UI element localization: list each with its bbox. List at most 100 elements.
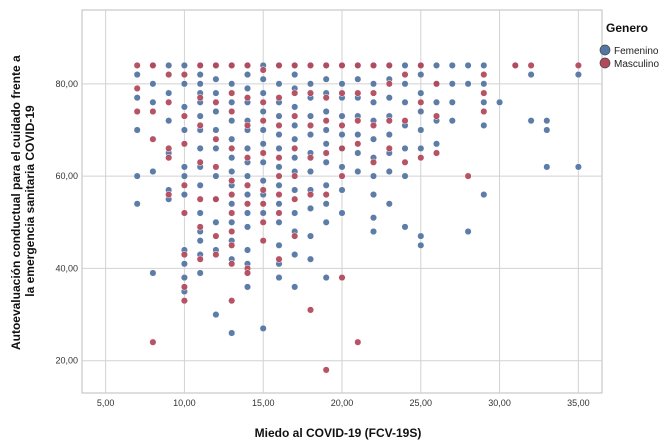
data-point-femenino [417, 144, 425, 152]
data-point-femenino [480, 80, 488, 88]
data-point-femenino [432, 140, 441, 148]
data-point-femenino [259, 126, 267, 134]
data-point-masculino [306, 191, 315, 199]
data-point-femenino [322, 218, 330, 226]
data-point-masculino [432, 112, 441, 120]
data-point-femenino [259, 140, 267, 148]
data-point-femenino [480, 191, 488, 199]
data-point-femenino [322, 140, 330, 148]
data-point-masculino [527, 61, 535, 69]
legend-label-masculino: Masculino [614, 59, 659, 70]
data-point-femenino [275, 112, 283, 120]
data-point-femenino [291, 154, 299, 162]
data-point-femenino [212, 218, 220, 226]
data-point-femenino [322, 274, 330, 282]
data-point-femenino [196, 237, 204, 245]
data-point-femenino [448, 98, 456, 106]
data-point-femenino [338, 131, 346, 139]
data-point-masculino [212, 251, 220, 259]
data-point-femenino [196, 80, 204, 88]
data-point-masculino [291, 61, 299, 69]
data-point-femenino [196, 181, 204, 189]
data-point-masculino [243, 181, 252, 189]
data-point-femenino [149, 167, 157, 176]
data-point-masculino [149, 107, 157, 116]
data-point-femenino [543, 163, 551, 171]
data-point-masculino [196, 121, 204, 129]
legend: Genero Femenino Masculino [599, 21, 659, 70]
data-point-femenino [243, 144, 252, 152]
data-point-femenino [212, 172, 220, 180]
data-point-femenino [180, 260, 188, 268]
data-point-masculino [275, 61, 283, 69]
x-tick-label: 35,00 [567, 398, 590, 408]
data-point-masculino [228, 89, 236, 97]
data-point-masculino [165, 191, 173, 199]
data-point-masculino [165, 154, 173, 162]
data-point-masculino [322, 149, 330, 157]
data-point-femenino [401, 80, 409, 88]
data-point-masculino [228, 260, 236, 268]
legend-title: Genero [606, 21, 648, 35]
data-point-femenino [243, 84, 252, 92]
data-point-masculino [354, 117, 362, 125]
data-point-femenino [180, 274, 188, 282]
data-point-femenino [196, 112, 204, 120]
x-tick-label: 5,00 [97, 398, 115, 408]
data-point-femenino [574, 71, 582, 79]
legend-marker-femenino [599, 44, 611, 56]
data-point-masculino [180, 251, 188, 259]
data-point-femenino [306, 255, 315, 263]
data-point-masculino [133, 61, 141, 69]
data-point-masculino [338, 89, 346, 97]
data-point-masculino [228, 107, 236, 116]
data-point-femenino [543, 126, 551, 134]
data-point-femenino [228, 218, 236, 226]
data-point-masculino [259, 149, 267, 157]
data-point-femenino [527, 71, 535, 79]
data-point-masculino [212, 135, 220, 143]
data-point-masculino [180, 112, 188, 120]
data-point-femenino [354, 75, 362, 83]
data-point-masculino [338, 144, 346, 152]
data-point-masculino [338, 121, 346, 129]
data-point-femenino [543, 117, 551, 125]
data-point-masculino [291, 195, 299, 203]
y-tick-label: 20,00 [55, 356, 78, 366]
data-point-femenino [322, 158, 330, 166]
data-point-masculino [212, 163, 220, 171]
data-point-femenino [496, 98, 504, 106]
data-point-femenino [527, 117, 535, 125]
data-point-femenino [291, 251, 299, 259]
data-point-masculino [432, 149, 441, 157]
x-tick-label: 10,00 [173, 398, 196, 408]
data-point-femenino [228, 117, 236, 125]
data-point-femenino [180, 126, 188, 134]
data-point-femenino [338, 112, 346, 120]
data-point-femenino [385, 94, 393, 102]
data-point-masculino [180, 209, 188, 217]
data-point-femenino [165, 89, 173, 97]
x-tick-label: 30,00 [488, 398, 511, 408]
data-point-femenino [322, 181, 330, 189]
data-point-femenino [306, 167, 315, 176]
data-point-masculino [417, 98, 425, 106]
y-tick-label: 40,00 [55, 263, 78, 273]
data-point-masculino [259, 117, 267, 125]
data-point-masculino [354, 89, 362, 97]
data-point-masculino [243, 200, 252, 208]
data-point-femenino [228, 200, 236, 208]
data-point-femenino [354, 131, 362, 139]
data-point-masculino [322, 61, 330, 69]
data-point-masculino [385, 80, 393, 88]
data-point-masculino [196, 94, 204, 102]
data-point-masculino [228, 177, 236, 185]
data-point-masculino [275, 209, 283, 217]
data-point-femenino [133, 126, 141, 134]
data-point-femenino [149, 80, 157, 88]
y-axis-title: Autoevaluación conductual para el cuidad… [9, 52, 37, 350]
data-point-masculino [243, 61, 252, 69]
data-point-masculino [259, 98, 267, 106]
data-point-femenino [306, 204, 315, 212]
data-point-masculino [322, 191, 330, 199]
